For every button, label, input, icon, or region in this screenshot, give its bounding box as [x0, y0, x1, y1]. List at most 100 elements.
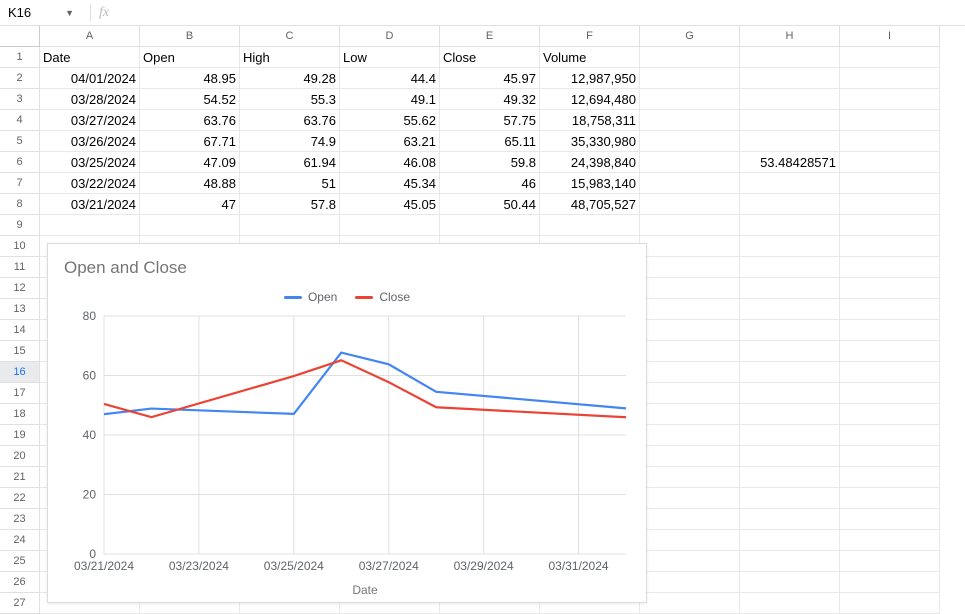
cell[interactable]	[740, 404, 840, 425]
cell[interactable]	[840, 383, 940, 404]
cell[interactable]: 44.4	[340, 68, 440, 89]
cell[interactable]	[540, 215, 640, 236]
cell[interactable]	[840, 110, 940, 131]
row-header[interactable]: 4	[0, 110, 40, 131]
cell[interactable]	[840, 509, 940, 530]
cell[interactable]	[140, 215, 240, 236]
cell[interactable]	[840, 89, 940, 110]
row-header[interactable]: 22	[0, 488, 40, 509]
cell[interactable]	[740, 341, 840, 362]
formula-bar-input[interactable]	[115, 0, 965, 25]
cell[interactable]	[640, 551, 740, 572]
cell[interactable]: 45.97	[440, 68, 540, 89]
cell[interactable]	[840, 593, 940, 614]
cell[interactable]	[640, 299, 740, 320]
cell[interactable]	[40, 215, 140, 236]
cell[interactable]	[640, 131, 740, 152]
column-header[interactable]: C	[240, 26, 340, 47]
row-header[interactable]: 12	[0, 278, 40, 299]
cell[interactable]	[740, 68, 840, 89]
cell[interactable]: 57.8	[240, 194, 340, 215]
cell[interactable]	[740, 110, 840, 131]
cell[interactable]: 65.11	[440, 131, 540, 152]
cell[interactable]	[840, 488, 940, 509]
cell[interactable]	[740, 257, 840, 278]
cell[interactable]: 49.32	[440, 89, 540, 110]
cell[interactable]	[840, 551, 940, 572]
cell[interactable]: 48.88	[140, 173, 240, 194]
row-header[interactable]: 16	[0, 362, 40, 383]
row-header[interactable]: 5	[0, 131, 40, 152]
cell[interactable]: 54.52	[140, 89, 240, 110]
column-header[interactable]: E	[440, 26, 540, 47]
cell[interactable]	[840, 68, 940, 89]
cell[interactable]: 03/28/2024	[40, 89, 140, 110]
cell[interactable]: 67.71	[140, 131, 240, 152]
cell[interactable]	[740, 278, 840, 299]
cell[interactable]	[740, 320, 840, 341]
cell[interactable]	[740, 572, 840, 593]
cell[interactable]	[740, 467, 840, 488]
column-header[interactable]: A	[40, 26, 140, 47]
cell[interactable]	[740, 173, 840, 194]
column-header[interactable]: D	[340, 26, 440, 47]
column-header[interactable]: B	[140, 26, 240, 47]
cell[interactable]: 04/01/2024	[40, 68, 140, 89]
row-header[interactable]: 21	[0, 467, 40, 488]
row-header[interactable]: 27	[0, 593, 40, 614]
cell[interactable]: 74.9	[240, 131, 340, 152]
column-header[interactable]: F	[540, 26, 640, 47]
cell[interactable]	[640, 257, 740, 278]
cell[interactable]: 48.95	[140, 68, 240, 89]
cell[interactable]: 57.75	[440, 110, 540, 131]
row-header[interactable]: 18	[0, 404, 40, 425]
cell[interactable]: 18,758,311	[540, 110, 640, 131]
cell[interactable]	[740, 299, 840, 320]
cell[interactable]	[840, 341, 940, 362]
cell[interactable]: 47.09	[140, 152, 240, 173]
cell[interactable]	[640, 215, 740, 236]
cell[interactable]	[840, 131, 940, 152]
row-header[interactable]: 25	[0, 551, 40, 572]
cell[interactable]: 24,398,840	[540, 152, 640, 173]
cell[interactable]	[840, 467, 940, 488]
cell[interactable]	[640, 488, 740, 509]
cell[interactable]	[740, 362, 840, 383]
cell[interactable]: 51	[240, 173, 340, 194]
name-box[interactable]: K16 ▼	[0, 5, 82, 20]
cell[interactable]	[640, 194, 740, 215]
cell[interactable]: 53.48428571	[740, 152, 840, 173]
cell[interactable]	[740, 551, 840, 572]
row-header[interactable]: 11	[0, 257, 40, 278]
cell[interactable]	[840, 236, 940, 257]
row-header[interactable]: 14	[0, 320, 40, 341]
cell[interactable]	[640, 404, 740, 425]
cell[interactable]	[840, 530, 940, 551]
row-header[interactable]: 9	[0, 215, 40, 236]
cell[interactable]: Close	[440, 47, 540, 68]
cell[interactable]: Low	[340, 47, 440, 68]
cell[interactable]: 49.28	[240, 68, 340, 89]
cell[interactable]	[640, 110, 740, 131]
row-header[interactable]: 7	[0, 173, 40, 194]
cell[interactable]	[840, 446, 940, 467]
cell[interactable]: 03/26/2024	[40, 131, 140, 152]
cell[interactable]	[740, 236, 840, 257]
cell[interactable]	[840, 362, 940, 383]
row-header[interactable]: 8	[0, 194, 40, 215]
chart[interactable]: Open and Close OpenClose 02040608003/21/…	[47, 243, 647, 603]
cell[interactable]	[740, 509, 840, 530]
cell[interactable]	[640, 572, 740, 593]
cell[interactable]	[640, 278, 740, 299]
cell[interactable]	[840, 425, 940, 446]
column-header[interactable]: H	[740, 26, 840, 47]
cell[interactable]	[740, 593, 840, 614]
cell[interactable]	[840, 572, 940, 593]
cell[interactable]	[240, 215, 340, 236]
cell[interactable]	[840, 173, 940, 194]
column-header[interactable]: I	[840, 26, 940, 47]
cell[interactable]: 49.1	[340, 89, 440, 110]
cell[interactable]	[740, 89, 840, 110]
cell[interactable]	[640, 68, 740, 89]
cell[interactable]	[440, 215, 540, 236]
